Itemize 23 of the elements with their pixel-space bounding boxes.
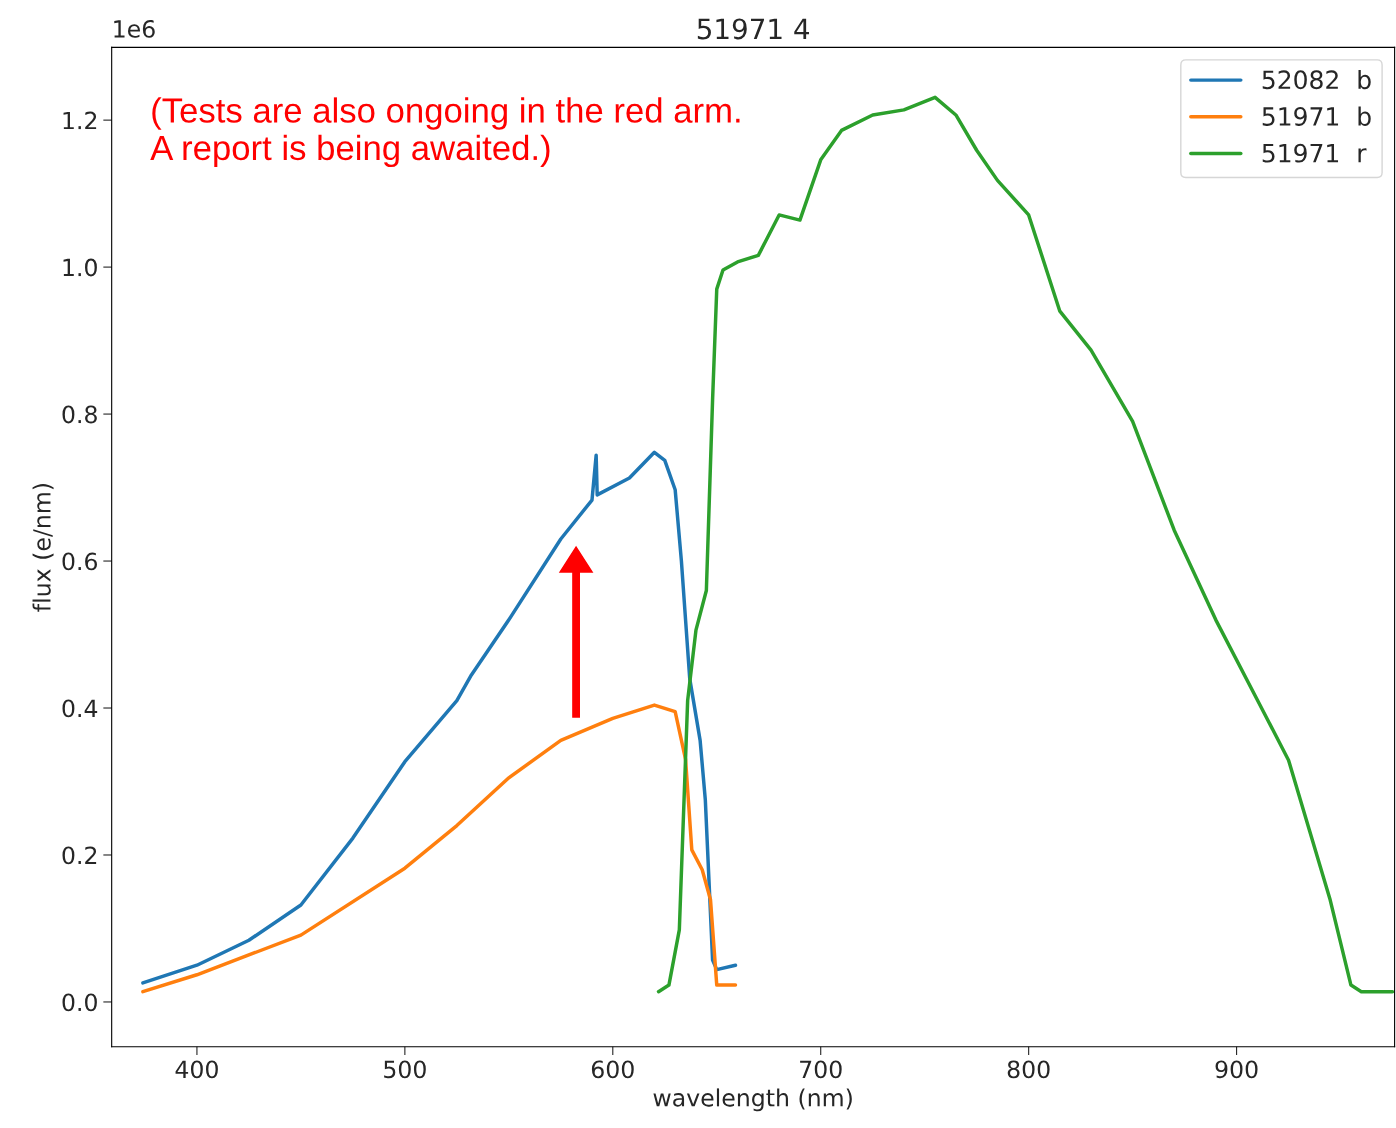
x-tick-label: 800 <box>1007 1060 1050 1079</box>
y-tick-label: 0.6 <box>62 552 97 571</box>
line-series <box>141 450 738 985</box>
y-tick-label: 0.2 <box>62 846 97 865</box>
annotation: (Tests are also ongoing in the red arm. A report is being awaited.) <box>150 97 740 168</box>
line-series <box>141 703 738 994</box>
y-tick-label: 1.0 <box>63 258 97 277</box>
y-tick-label: 0.4 <box>62 699 98 718</box>
text: 1e6 <box>114 19 155 38</box>
x-axis-title: wavelength (nm) <box>653 1088 852 1112</box>
legend-label: 51971 r <box>1262 143 1367 163</box>
legend-label: 52082 b <box>1262 69 1371 90</box>
y-tick-label: 1.2 <box>63 111 97 130</box>
x-tick-label: 500 <box>384 1060 426 1079</box>
chart-title: 51971 4 <box>697 18 810 40</box>
x-tick-label: 600 <box>591 1060 634 1079</box>
legend-label: 51971 b <box>1262 106 1371 126</box>
x-tick-label: 400 <box>175 1060 218 1079</box>
x-tick-label: 900 <box>1215 1060 1258 1079</box>
x-tick-label: 700 <box>800 1060 842 1079</box>
y-axis-title: flux (e/nm) <box>32 484 54 612</box>
y-tick-label: 0.8 <box>62 405 97 424</box>
y-tick-label: 0.0 <box>62 993 97 1012</box>
